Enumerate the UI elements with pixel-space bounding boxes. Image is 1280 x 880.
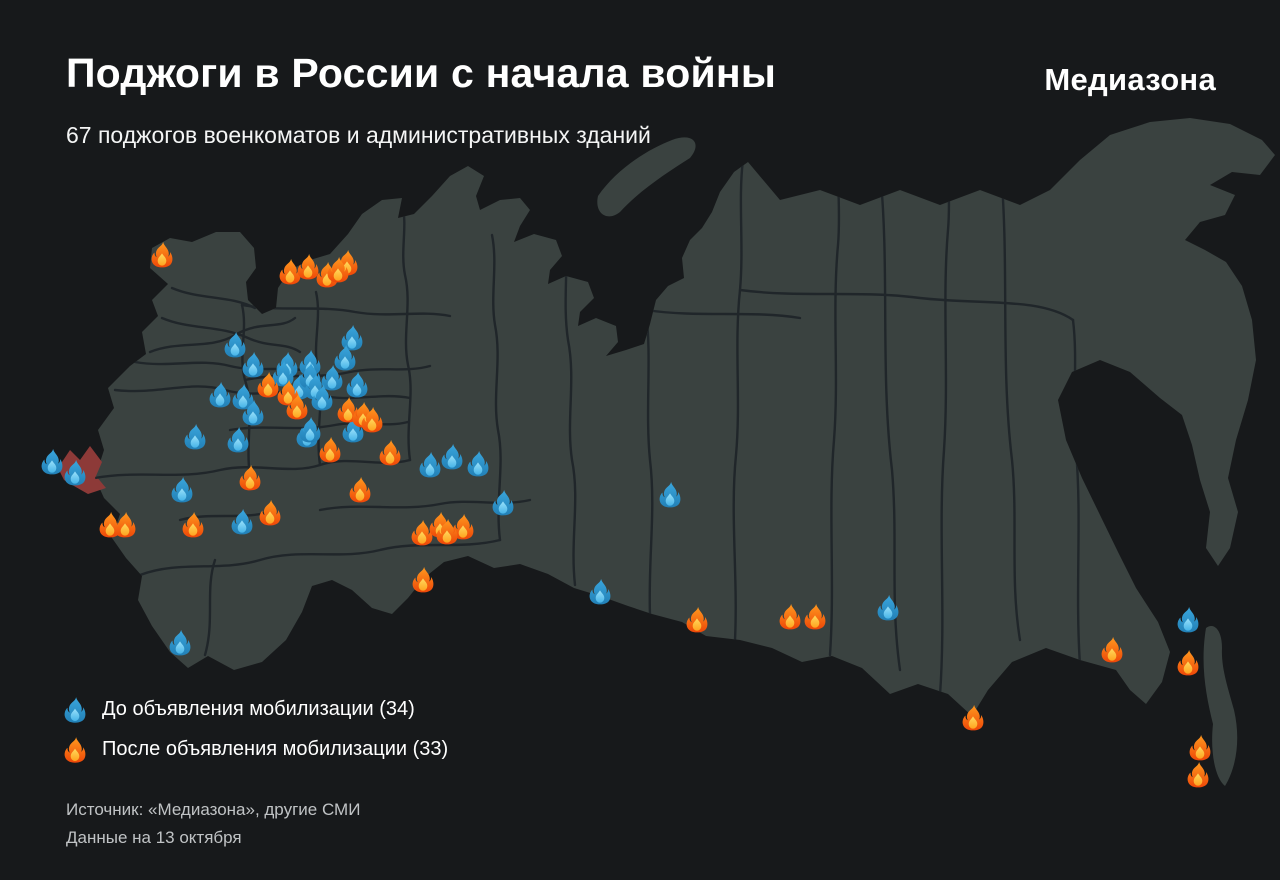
blue-flame-icon bbox=[64, 697, 86, 723]
legend: До объявления мобилизации (34) После объ… bbox=[64, 696, 448, 763]
marker-after-mobilization bbox=[1177, 649, 1199, 676]
mediazona-logo: Медиазона bbox=[1044, 62, 1216, 97]
marker-before-mobilization bbox=[41, 448, 63, 475]
island-sakhalin bbox=[1203, 626, 1238, 786]
data-date-line: Данные на 13 октября bbox=[66, 828, 242, 847]
legend-label-after: После объявления мобилизации (33) bbox=[102, 738, 449, 760]
source-line: Источник: «Медиазона», другие СМИ bbox=[66, 800, 361, 819]
source-note: Источник: «Медиазона», другие СМИ Данные… bbox=[66, 796, 360, 852]
legend-row-before: До объявления мобилизации (34) bbox=[64, 696, 448, 723]
legend-label-before: До объявления мобилизации (34) bbox=[102, 698, 415, 720]
orange-flame-icon bbox=[64, 737, 86, 763]
legend-row-after: После объявления мобилизации (33) bbox=[64, 736, 448, 763]
marker-after-mobilization bbox=[1189, 734, 1211, 761]
page-subtitle: 67 поджогов военкоматов и административн… bbox=[66, 122, 651, 148]
marker-before-mobilization bbox=[1177, 606, 1199, 633]
island-novaya-zemlya bbox=[597, 137, 696, 217]
russia-landmass bbox=[95, 118, 1275, 716]
page-title: Поджоги в России с начала войны bbox=[66, 50, 777, 96]
marker-after-mobilization bbox=[1187, 761, 1209, 788]
